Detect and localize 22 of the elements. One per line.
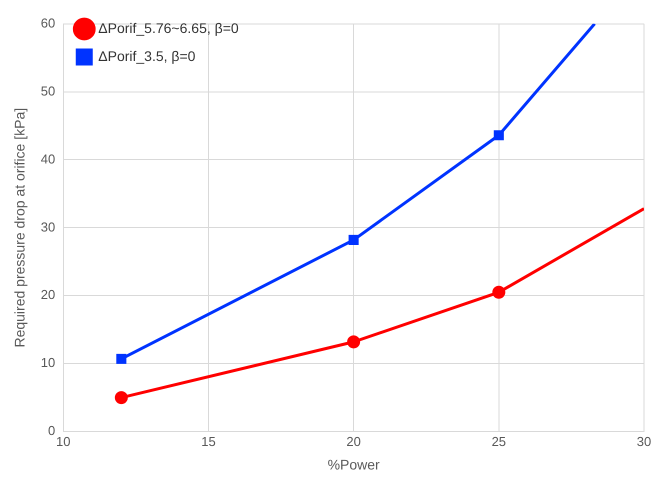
y-tick-label: 50: [40, 83, 56, 98]
legend-label: ΔPorif_3.5, β=0: [98, 48, 196, 64]
y-tick-label: 0: [48, 423, 56, 438]
point: [347, 335, 360, 348]
y-tick-label: 10: [40, 355, 56, 370]
point: [114, 391, 128, 404]
x-tick-label: 20: [346, 434, 361, 449]
y-tick-label: 30: [40, 219, 56, 234]
point: [494, 130, 504, 140]
x-tick-label: 25: [492, 434, 506, 449]
y-tick-label: 60: [40, 15, 56, 30]
x-tick-label: 10: [56, 434, 70, 449]
legend-label: ΔPorif_5.76~6.65, β=0: [98, 20, 239, 36]
x-tick-label: 30: [636, 434, 652, 449]
x-tick-label: 15: [201, 434, 216, 449]
y-tick-label: 20: [40, 287, 56, 302]
y-tick-label: 40: [40, 151, 56, 166]
x-axis-title: %Power: [328, 456, 380, 472]
y-axis-title: Required pressure drop at orifice [kPa]: [11, 108, 28, 348]
point: [348, 234, 359, 245]
point: [492, 286, 506, 299]
point: [116, 354, 126, 364]
